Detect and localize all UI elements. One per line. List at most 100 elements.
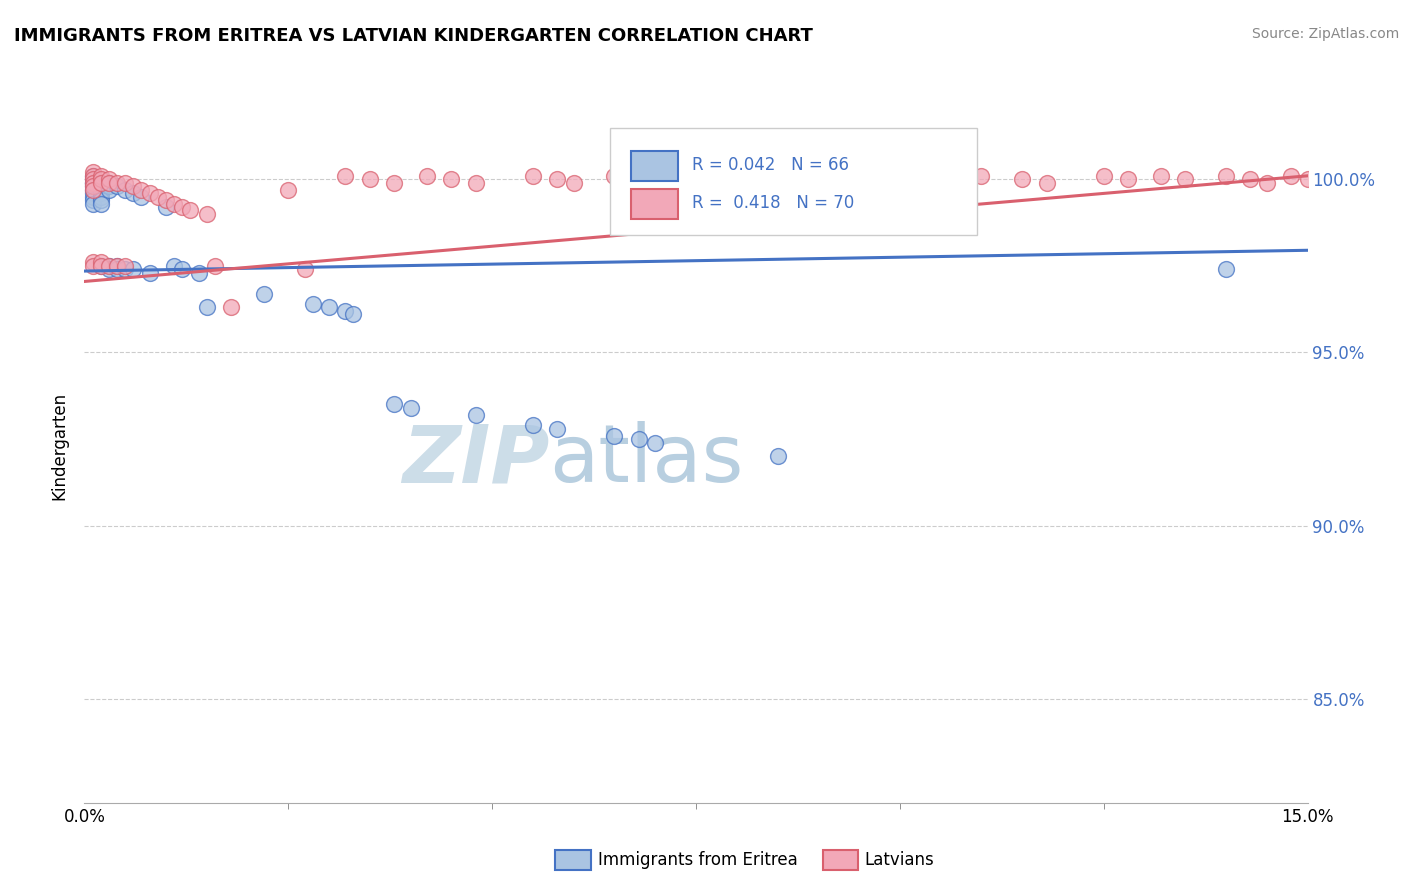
- Point: [82, 176, 104, 190]
- Point: [82, 196, 104, 211]
- Bar: [631, 189, 678, 219]
- Point: [848, 172, 870, 186]
- Point: [114, 176, 136, 190]
- Point: [90, 255, 112, 269]
- Point: [172, 200, 194, 214]
- Point: [105, 262, 128, 277]
- Point: [807, 169, 830, 183]
- Bar: [631, 151, 678, 180]
- Point: [105, 179, 128, 194]
- Point: [685, 176, 707, 190]
- Point: [1313, 169, 1336, 183]
- Point: [464, 408, 486, 422]
- Point: [82, 172, 104, 186]
- Point: [97, 259, 120, 273]
- Point: [464, 176, 486, 190]
- Point: [97, 179, 120, 194]
- Point: [90, 189, 112, 203]
- Point: [82, 176, 104, 190]
- Point: [155, 200, 177, 214]
- Point: [90, 179, 112, 194]
- Point: [1092, 169, 1115, 183]
- Point: [114, 183, 136, 197]
- Point: [1279, 169, 1302, 183]
- Point: [522, 169, 544, 183]
- Point: [725, 172, 748, 186]
- Point: [172, 262, 194, 277]
- Point: [1035, 176, 1057, 190]
- Point: [97, 176, 120, 190]
- Point: [294, 262, 316, 277]
- Point: [105, 259, 128, 273]
- Point: [195, 207, 218, 221]
- Point: [97, 176, 120, 190]
- Point: [416, 169, 439, 183]
- Point: [277, 183, 299, 197]
- Point: [131, 183, 153, 197]
- Point: [1296, 172, 1319, 186]
- Point: [122, 262, 145, 277]
- Point: [603, 169, 626, 183]
- Point: [82, 172, 104, 186]
- Point: [82, 259, 104, 273]
- Point: [1150, 169, 1173, 183]
- Point: [97, 259, 120, 273]
- Y-axis label: Kindergarten: Kindergarten: [51, 392, 69, 500]
- Point: [82, 186, 104, 201]
- Point: [90, 186, 112, 201]
- Text: Immigrants from Eritrea: Immigrants from Eritrea: [598, 851, 797, 869]
- Point: [138, 266, 160, 280]
- Point: [342, 307, 364, 321]
- Point: [1256, 176, 1278, 190]
- Point: [187, 266, 209, 280]
- Point: [122, 186, 145, 201]
- Point: [546, 422, 568, 436]
- Text: Latvians: Latvians: [865, 851, 935, 869]
- Point: [382, 397, 405, 411]
- Point: [90, 176, 112, 190]
- Point: [301, 297, 323, 311]
- Point: [179, 203, 201, 218]
- Text: IMMIGRANTS FROM ERITREA VS LATVIAN KINDERGARTEN CORRELATION CHART: IMMIGRANTS FROM ERITREA VS LATVIAN KINDE…: [14, 27, 813, 45]
- Point: [440, 172, 463, 186]
- FancyBboxPatch shape: [610, 128, 977, 235]
- Point: [155, 193, 177, 207]
- Point: [90, 176, 112, 190]
- Point: [82, 189, 104, 203]
- Point: [82, 183, 104, 197]
- Point: [359, 172, 381, 186]
- Point: [195, 301, 218, 315]
- Point: [1174, 172, 1197, 186]
- Point: [219, 301, 242, 315]
- Point: [97, 183, 120, 197]
- Point: [766, 450, 789, 464]
- Point: [889, 176, 911, 190]
- Point: [1329, 172, 1351, 186]
- Point: [335, 169, 357, 183]
- Point: [1239, 172, 1261, 186]
- Point: [644, 172, 666, 186]
- Point: [82, 169, 104, 183]
- Point: [82, 193, 104, 207]
- Point: [766, 176, 789, 190]
- Point: [1361, 169, 1384, 183]
- Point: [90, 259, 112, 273]
- Point: [1395, 169, 1406, 183]
- Point: [335, 304, 357, 318]
- Point: [546, 172, 568, 186]
- Point: [82, 179, 104, 194]
- Point: [105, 259, 128, 273]
- Point: [138, 186, 160, 201]
- Point: [82, 179, 104, 194]
- Point: [522, 418, 544, 433]
- Text: atlas: atlas: [550, 421, 744, 500]
- Point: [82, 176, 104, 190]
- Point: [90, 259, 112, 273]
- Point: [82, 165, 104, 179]
- Text: R =  0.418   N = 70: R = 0.418 N = 70: [692, 194, 855, 212]
- Point: [114, 259, 136, 273]
- Text: R = 0.042   N = 66: R = 0.042 N = 66: [692, 156, 849, 174]
- Point: [253, 286, 276, 301]
- Point: [131, 189, 153, 203]
- Point: [603, 428, 626, 442]
